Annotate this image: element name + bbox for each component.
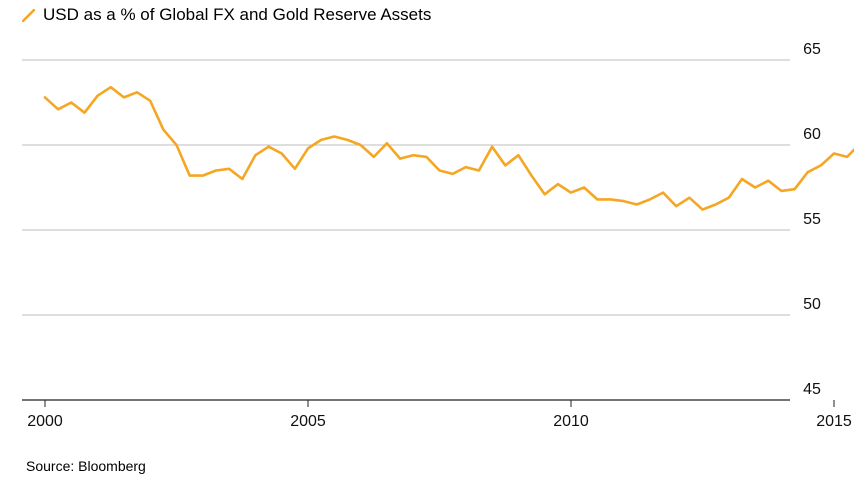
- y-tick-label: 55: [803, 211, 821, 228]
- x-tick-label: 2005: [290, 413, 326, 430]
- legend-line-icon: [21, 8, 36, 22]
- y-tick-label: 50: [803, 296, 821, 313]
- source-note: Source: Bloomberg: [26, 458, 146, 474]
- x-tick-label: 2015: [816, 413, 852, 430]
- y-tick-label: 65: [803, 41, 821, 58]
- x-tick-label: 2000: [27, 413, 63, 430]
- chart-title: USD as a % of Global FX and Gold Reserve…: [43, 5, 432, 24]
- y-tick-label: 45: [803, 381, 821, 398]
- series-line: [43, 85, 854, 211]
- y-tick-label: 60: [803, 126, 821, 143]
- x-tick-label: 2010: [553, 413, 589, 430]
- legend: USD as a % of Global FX and Gold Reserve…: [21, 4, 432, 26]
